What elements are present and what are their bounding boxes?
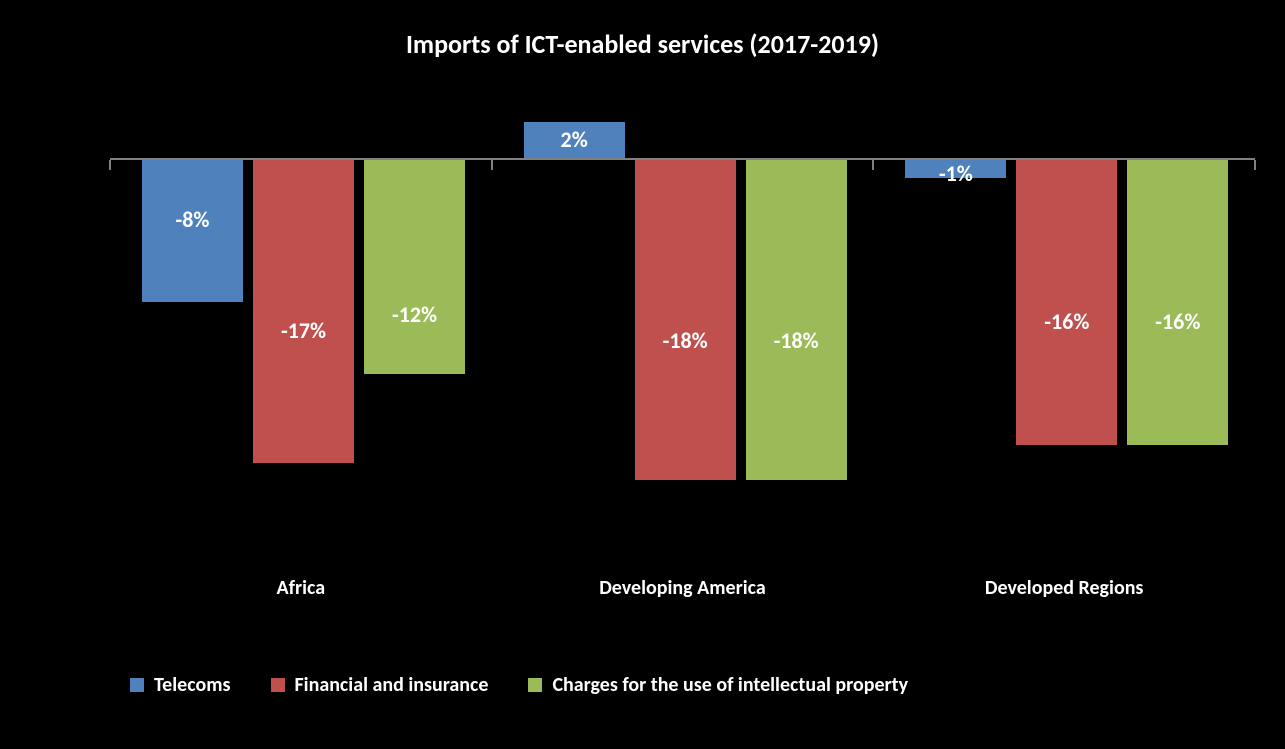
legend-item: Telecoms [130,673,231,697]
chart: Imports of ICT-enabled services (2017-20… [0,0,1285,749]
bar [635,160,736,480]
category-label: Africa [110,576,492,600]
category-label: Developed Regions [873,576,1255,600]
legend-label: Financial and insurance [295,673,489,697]
bar [1127,160,1228,445]
bar [253,160,354,463]
bar-value-label: -18% [635,327,736,354]
bar-value-label: -1% [905,160,1006,187]
legend-label: Telecoms [154,673,231,697]
legend-swatch [130,678,144,692]
bar [746,160,847,480]
legend-item: Charges for the use of intellectual prop… [528,673,908,697]
legend-label: Charges for the use of intellectual prop… [552,673,908,697]
chart-title: Imports of ICT-enabled services (2017-20… [0,28,1285,60]
bar-value-label: -17% [253,317,354,344]
bar-value-label: -16% [1016,308,1117,335]
group-separator [1254,160,1256,170]
group-separator [872,160,874,170]
bar-value-label: 2% [524,126,625,153]
legend-item: Financial and insurance [271,673,489,697]
bar [364,160,465,374]
group-separator [109,160,111,170]
bar-value-label: -12% [364,301,465,328]
group-separator [491,160,493,170]
bar-value-label: -18% [746,327,847,354]
bar [1016,160,1117,445]
category-label: Developing America [492,576,874,600]
legend-swatch [271,678,285,692]
legend-swatch [528,678,542,692]
legend: Telecoms Financial and insurance Charges f… [130,673,948,697]
bar-value-label: -8% [142,206,243,233]
bar-value-label: -16% [1127,308,1228,335]
